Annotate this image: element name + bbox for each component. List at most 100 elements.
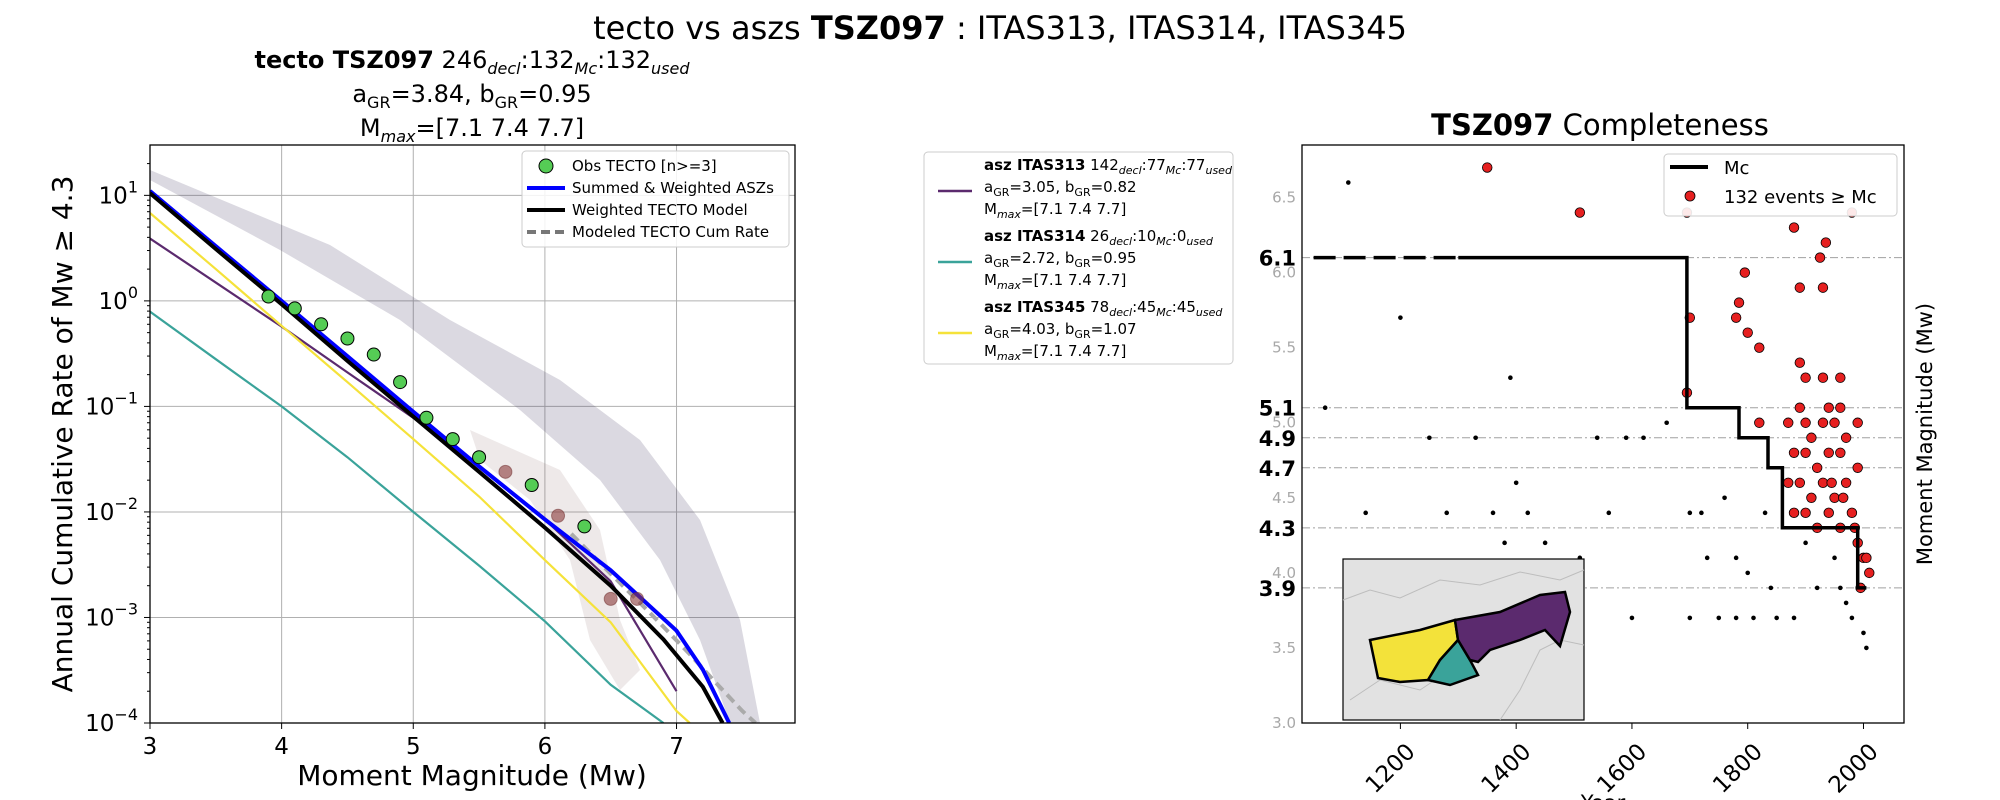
event-above-mc-point (1861, 552, 1872, 564)
mc-level-label: 3.9 (1259, 577, 1296, 601)
right-y-tick-label: 4.0 (1272, 564, 1296, 582)
event-point (1832, 555, 1837, 561)
event-point (1444, 510, 1450, 516)
event-above-mc-point (1817, 372, 1829, 383)
event-point (1791, 615, 1797, 621)
event-point (1623, 435, 1629, 441)
right-legend-box (1663, 153, 1898, 217)
mc-level-label: 6.1 (1259, 247, 1296, 271)
event-point (1502, 540, 1507, 546)
event-point (1814, 585, 1820, 591)
event-above-mc-point (1754, 417, 1765, 428)
mc-step-line (1313, 255, 1867, 590)
event-point (1641, 435, 1646, 441)
asz-legend-mmax-itas345: Mmax=[7.1 7.4 7.7] (984, 342, 1126, 363)
modeled-tecto-cum-rate-line (569, 532, 757, 723)
event-above-mc-point (1794, 402, 1806, 413)
mc-step-path (1458, 255, 1867, 590)
summed-weighted-aszs-line (150, 189, 731, 723)
mc-level-label: 4.3 (1259, 517, 1296, 541)
event-above-mc-point (1800, 372, 1811, 383)
asz-legend-title-itas314: asz ITAS314 26decl:10Mc:0used (984, 227, 1214, 248)
event-point (1490, 510, 1496, 516)
event-above-mc-point (1800, 447, 1811, 458)
right-x-tick-label: 1200 (1361, 739, 1421, 799)
summed-uncertainty-band (150, 170, 760, 723)
left-series-lines (150, 189, 757, 723)
weighted-tecto-model-line (150, 191, 725, 723)
obs-tecto-point (445, 432, 460, 447)
mc-level-label: 4.9 (1259, 427, 1296, 451)
obs-tecto-point (314, 317, 329, 332)
faded-tecto-point (630, 591, 645, 606)
event-above-mc-point (1835, 402, 1846, 413)
itas313-zone-shape (1453, 590, 1572, 664)
obs-tecto-point (419, 410, 434, 425)
mc-level-label: 5.1 (1259, 397, 1296, 421)
event-above-mc-point (1852, 417, 1863, 428)
asz-legend-params-itas313: aGR=3.05, bGR=0.82 (984, 178, 1137, 199)
event-point (1722, 495, 1727, 501)
event-point (1745, 570, 1751, 576)
right-y-axis-label: Moment Magnitude (Mw) (1913, 303, 1937, 565)
event-point (1322, 405, 1328, 411)
right-x-axis-label: Year (1580, 791, 1626, 800)
event-above-mc-point (1754, 342, 1765, 353)
right-plot-title: TSZ097 Completeness (1431, 108, 1769, 142)
legend-modeled-label: Modeled TECTO Cum Rate (572, 223, 769, 241)
event-above-mc-point (1742, 327, 1753, 338)
event-above-mc-point (1811, 462, 1823, 473)
event-point (1838, 585, 1843, 591)
event-point (1803, 540, 1808, 546)
event-point (1704, 555, 1710, 561)
event-point (1751, 615, 1756, 621)
event-above-mc-point (1783, 477, 1794, 488)
legend-obs-label: Obs TECTO [n>=3] (572, 157, 717, 175)
event-point (1513, 480, 1519, 486)
event-above-mc-point (1806, 492, 1817, 504)
event-point (1861, 630, 1866, 636)
event-point (1629, 615, 1635, 621)
asz-legend-title-itas313: asz ITAS313 142decl:77Mc:77used (984, 156, 1233, 177)
asz-legend-box (923, 151, 1234, 365)
left-x-tick-label: 5 (406, 734, 421, 760)
obs-tecto-point (261, 289, 276, 304)
event-above-mc-point (1817, 417, 1829, 428)
event-above-mc-point (1823, 447, 1834, 458)
left-legend-box (521, 150, 790, 248)
left-x-ticks: 3 4 5 6 7 (143, 723, 684, 760)
event-above-mc-point (1730, 312, 1742, 323)
event-above-mc-point (1840, 432, 1852, 443)
mc-level-label: 4.7 (1259, 457, 1296, 481)
right-x-tick-label: 1800 (1708, 739, 1768, 799)
right-mc-gridlines (1302, 257, 1904, 589)
event-point (1363, 510, 1368, 516)
itas314-model-line (150, 310, 665, 723)
event-above-mc-point (1838, 492, 1849, 504)
event-above-mc-point (1788, 222, 1800, 233)
event-point (1762, 510, 1768, 516)
asz-legend-params-itas314: aGR=2.72, bGR=0.95 (984, 249, 1137, 270)
event-point (1525, 510, 1531, 516)
legend-mc-label: Mc (1724, 158, 1749, 179)
event-above-mc-point (1840, 477, 1852, 488)
event-above-mc-point (1835, 447, 1846, 458)
mc-level-labels: 6.1 5.1 4.9 4.7 4.3 3.9 (1259, 247, 1296, 601)
event-point (1346, 180, 1351, 185)
event-above-mc-point (1794, 282, 1806, 293)
right-y-tick-label: 6.0 (1272, 264, 1296, 282)
legend-summed-label: Summed & Weighted ASZs (572, 179, 774, 197)
asz-legend-params-itas345: aGR=4.03, bGR=1.07 (984, 320, 1137, 341)
event-above-mc-point (1829, 492, 1840, 504)
event-point (1768, 585, 1774, 591)
obs-tecto-point (393, 375, 408, 390)
event-point (1843, 600, 1849, 606)
left-y-tick-label: 10−1 (85, 388, 138, 420)
event-point (1664, 420, 1669, 426)
right-y-tick-label: 4.5 (1272, 489, 1296, 507)
event-point (1699, 510, 1704, 516)
left-x-tick-label: 6 (538, 734, 553, 760)
right-plot-frame (1301, 144, 1905, 724)
event-above-mc-point (1820, 237, 1832, 248)
event-point (1594, 435, 1600, 441)
